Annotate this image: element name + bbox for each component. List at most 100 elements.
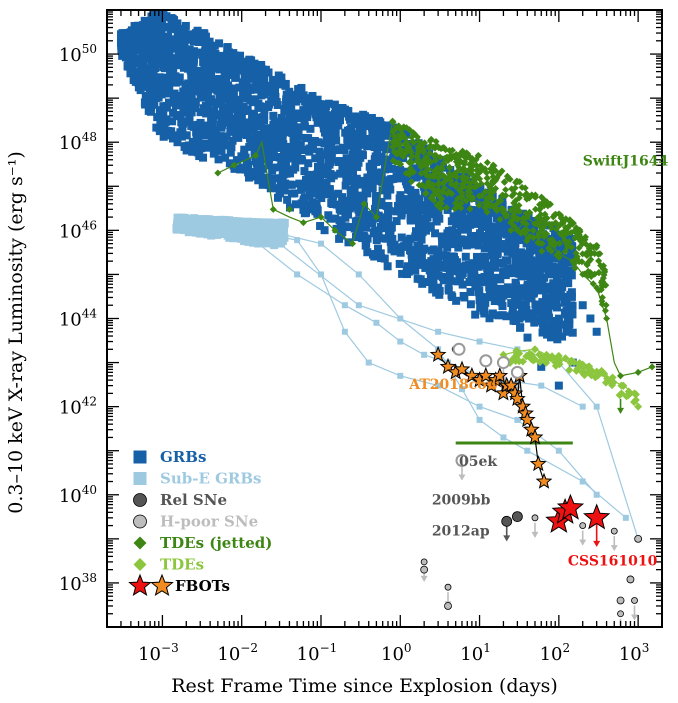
grb-point (531, 300, 540, 309)
grb-point (558, 332, 567, 341)
grb-point (187, 95, 196, 104)
jetted-tde-point (418, 142, 426, 150)
jetted-tde-point (468, 196, 476, 204)
x-tick-exp: −2 (240, 641, 258, 655)
jetted-tde-point (542, 220, 550, 228)
jetted-tde-point (516, 178, 524, 186)
grb-point (410, 165, 419, 174)
grb-point (259, 155, 268, 164)
grb-point (514, 260, 523, 269)
jetted-tde-point (349, 240, 357, 248)
grb-point (445, 184, 454, 193)
grb-point (121, 45, 130, 54)
grb-point (185, 50, 194, 59)
h-poor-sn-upper-limit (458, 465, 466, 481)
at2018cow-star (453, 360, 471, 377)
h-poor-sn-upper-limit-head (579, 539, 587, 546)
grb-point (418, 152, 427, 161)
jetted-tde-point (456, 186, 464, 194)
grb-point (404, 198, 413, 207)
x-tick-exp: 3 (642, 641, 650, 655)
grb-point (360, 140, 369, 149)
grb-point (478, 235, 487, 244)
grb-point (179, 119, 188, 128)
grb-point (319, 120, 328, 129)
grb-point (334, 189, 343, 198)
grb-point (388, 164, 397, 173)
grb-point (446, 227, 455, 236)
sub-e-grb-point (220, 215, 229, 224)
sub-e-grb-point (458, 386, 465, 393)
grb-point (300, 167, 309, 176)
grb-point (152, 59, 161, 68)
jetted-tde-point (532, 205, 540, 213)
jetted-tde-point (540, 197, 548, 205)
grb-point (211, 110, 220, 119)
grb-point (453, 206, 462, 215)
jetted-tde-point (523, 213, 531, 221)
legend-label: Sub-E GRBs (160, 470, 262, 488)
grb-point (444, 264, 453, 273)
grb-point (279, 167, 288, 176)
grb-point (544, 270, 553, 279)
jetted-tde-point (515, 194, 523, 202)
grb-point (491, 263, 500, 272)
grb-point (252, 132, 261, 141)
jetted-tde-point (421, 183, 429, 191)
grb-point (188, 147, 197, 156)
grb-point (245, 142, 254, 151)
sub-e-grb-point (242, 225, 251, 234)
jetted-tde-point (442, 204, 450, 212)
css161010-star (556, 493, 585, 520)
grb-point (547, 320, 556, 329)
grb-point (321, 116, 330, 125)
grb-point (373, 146, 382, 155)
grb-point (195, 76, 204, 85)
grb-point (482, 241, 491, 250)
grb-point (320, 178, 329, 187)
grb-point (201, 121, 210, 130)
grb-point (245, 56, 254, 65)
tde-point (561, 354, 570, 363)
grb-point (291, 151, 300, 160)
grb-point (313, 163, 322, 172)
x-tick-label: 10−3 (138, 641, 179, 665)
grb-point (511, 239, 520, 248)
grb-point (264, 161, 273, 170)
grb-point (278, 134, 287, 143)
grb-point (525, 283, 534, 292)
jetted-tde-point (537, 226, 545, 234)
grb-point (474, 241, 483, 250)
grb-point (463, 225, 472, 234)
grb-point (248, 168, 257, 177)
grb-point (377, 152, 386, 161)
grb-point (432, 288, 441, 297)
grb-point (549, 290, 558, 299)
jetted-tde-point (437, 145, 445, 153)
y-tick-label: 1042 (59, 395, 97, 419)
grb-point (269, 94, 278, 103)
grb-point (173, 19, 182, 28)
grb-point (415, 253, 424, 262)
grb-point (429, 275, 438, 284)
at2018cow-star (518, 411, 536, 428)
jetted-tde-point (555, 249, 563, 257)
grb-point (402, 236, 411, 245)
grb-point (474, 262, 483, 271)
grb-point (447, 291, 456, 300)
grb-point (377, 168, 386, 177)
grb-point (498, 201, 507, 210)
jetted-tde-point (440, 184, 448, 192)
h-poor-sn-point (444, 602, 452, 610)
grb-point (461, 261, 470, 270)
grb-point (258, 65, 267, 74)
h-poor-sn-open-point (479, 354, 493, 368)
grb-point (546, 283, 555, 292)
jetted-tde-point (445, 163, 453, 171)
grb-point (522, 310, 531, 319)
grb-point (554, 381, 563, 390)
h-poor-sn-upper-limit (531, 522, 539, 538)
grb-point (260, 90, 269, 99)
jetted-tde-point (634, 368, 642, 376)
jetted-tde-point (400, 123, 408, 131)
